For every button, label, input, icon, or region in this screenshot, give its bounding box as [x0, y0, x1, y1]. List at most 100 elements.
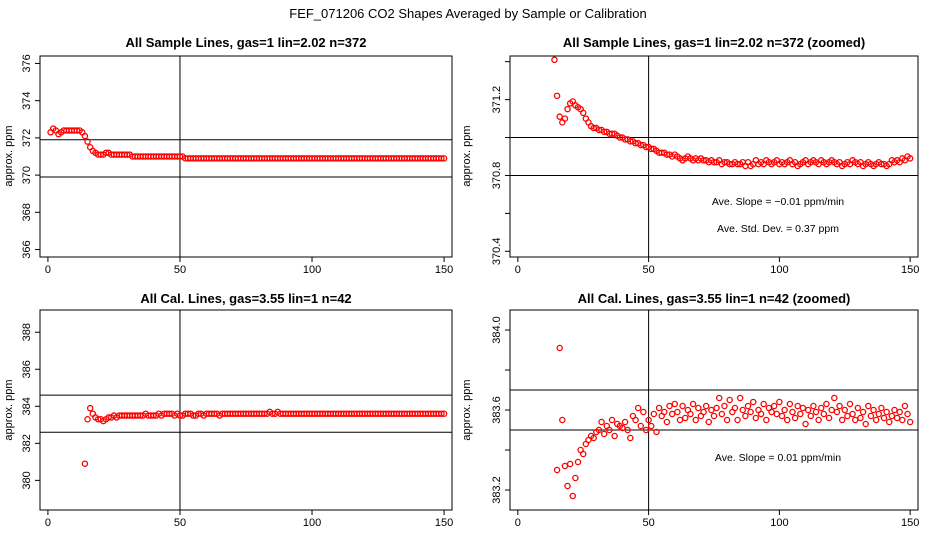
data-point	[627, 434, 634, 442]
data-point	[781, 406, 788, 414]
data-point	[590, 434, 597, 442]
data-point	[723, 416, 731, 424]
data-point	[896, 408, 903, 416]
data-point	[211, 410, 218, 417]
data-point	[770, 402, 778, 410]
data-point	[624, 426, 631, 434]
data-point	[899, 416, 906, 424]
data-point	[176, 412, 184, 419]
x-tick-label: 0	[45, 264, 51, 276]
data-point	[666, 402, 673, 410]
data-point	[438, 410, 445, 417]
data-point	[440, 155, 448, 162]
data-point	[872, 416, 880, 424]
data-point	[705, 418, 713, 426]
x-tick-label: 50	[174, 264, 186, 276]
data-point	[86, 404, 94, 412]
data-point	[695, 404, 702, 412]
data-point	[608, 416, 616, 424]
data-point	[862, 420, 869, 428]
data-point	[825, 414, 833, 422]
y-tick-label: 380	[21, 471, 33, 489]
data-point	[815, 416, 822, 424]
x-tick-label: 150	[901, 517, 919, 529]
data-points	[553, 344, 914, 500]
data-point	[851, 416, 859, 424]
data-point	[870, 406, 877, 414]
data-point	[637, 422, 645, 430]
data-point	[799, 404, 807, 412]
data-point	[854, 404, 862, 412]
data-point	[642, 426, 650, 434]
data-point	[440, 410, 448, 417]
data-point	[634, 404, 642, 412]
data-point	[773, 410, 781, 418]
data-point	[189, 412, 197, 419]
data-point	[640, 408, 647, 416]
data-point	[718, 410, 726, 418]
data-point	[564, 105, 571, 113]
slope-annotation: Ave. Slope = 0.01 ppm/min	[715, 452, 841, 464]
x-tick-label: 100	[770, 264, 788, 276]
x-tick-label: 100	[303, 264, 321, 276]
data-point	[736, 394, 744, 402]
data-point	[681, 414, 689, 422]
data-point	[564, 482, 571, 490]
data-point	[836, 402, 843, 410]
data-point	[653, 428, 660, 436]
data-point	[776, 398, 783, 406]
data-point	[668, 410, 676, 418]
data-point	[726, 396, 733, 404]
reference-lines	[40, 310, 452, 510]
data-point	[94, 416, 102, 423]
y-tick-label: 383.6	[491, 396, 503, 424]
data-point	[176, 153, 184, 160]
y-tick-label: 372	[21, 129, 33, 147]
data-point	[880, 414, 888, 422]
data-point	[804, 406, 812, 414]
data-point	[883, 408, 890, 416]
data-point	[556, 344, 563, 352]
y-tick-label: 371.2	[491, 86, 503, 114]
data-point	[674, 408, 681, 416]
panel-title: All Sample Lines, gas=1 lin=2.02 n=372	[126, 35, 367, 50]
data-point	[84, 416, 91, 423]
data-point	[195, 410, 202, 417]
figure-title: FEF_071206 CO2 Shapes Averaged by Sample…	[289, 6, 646, 21]
data-point	[676, 416, 684, 424]
data-point	[689, 400, 697, 408]
data-point	[885, 418, 893, 426]
data-point	[763, 416, 770, 424]
data-point	[184, 410, 192, 417]
y-tick-label: 370.4	[491, 238, 503, 266]
x-tick-label: 50	[174, 517, 186, 529]
data-point	[844, 412, 851, 420]
data-point	[579, 109, 587, 117]
data-points	[551, 56, 914, 170]
data-point	[595, 426, 603, 434]
data-point	[559, 416, 566, 424]
data-point	[794, 402, 801, 410]
data-point	[574, 458, 582, 466]
y-tick-label: 374	[21, 91, 33, 109]
x-tick-label: 100	[770, 517, 788, 529]
data-point	[789, 408, 796, 416]
data-point	[768, 408, 775, 416]
data-point	[888, 412, 896, 420]
x-tick-label: 150	[435, 264, 453, 276]
y-axis-label: approx. ppm	[461, 125, 473, 186]
data-point	[611, 432, 618, 440]
data-point	[715, 394, 723, 402]
data-point	[823, 400, 830, 408]
plot-frame	[509, 55, 919, 258]
data-point	[102, 149, 110, 157]
y-tick-label: 384.0	[491, 316, 503, 344]
data-point	[731, 404, 739, 412]
data-point	[687, 410, 694, 418]
data-point	[846, 400, 854, 408]
data-point	[906, 418, 914, 426]
data-point	[438, 155, 445, 162]
plot-frame	[39, 309, 453, 511]
panel-cal: All Cal. Lines, gas=3.55 lin=1 n=42 appr…	[3, 291, 453, 529]
